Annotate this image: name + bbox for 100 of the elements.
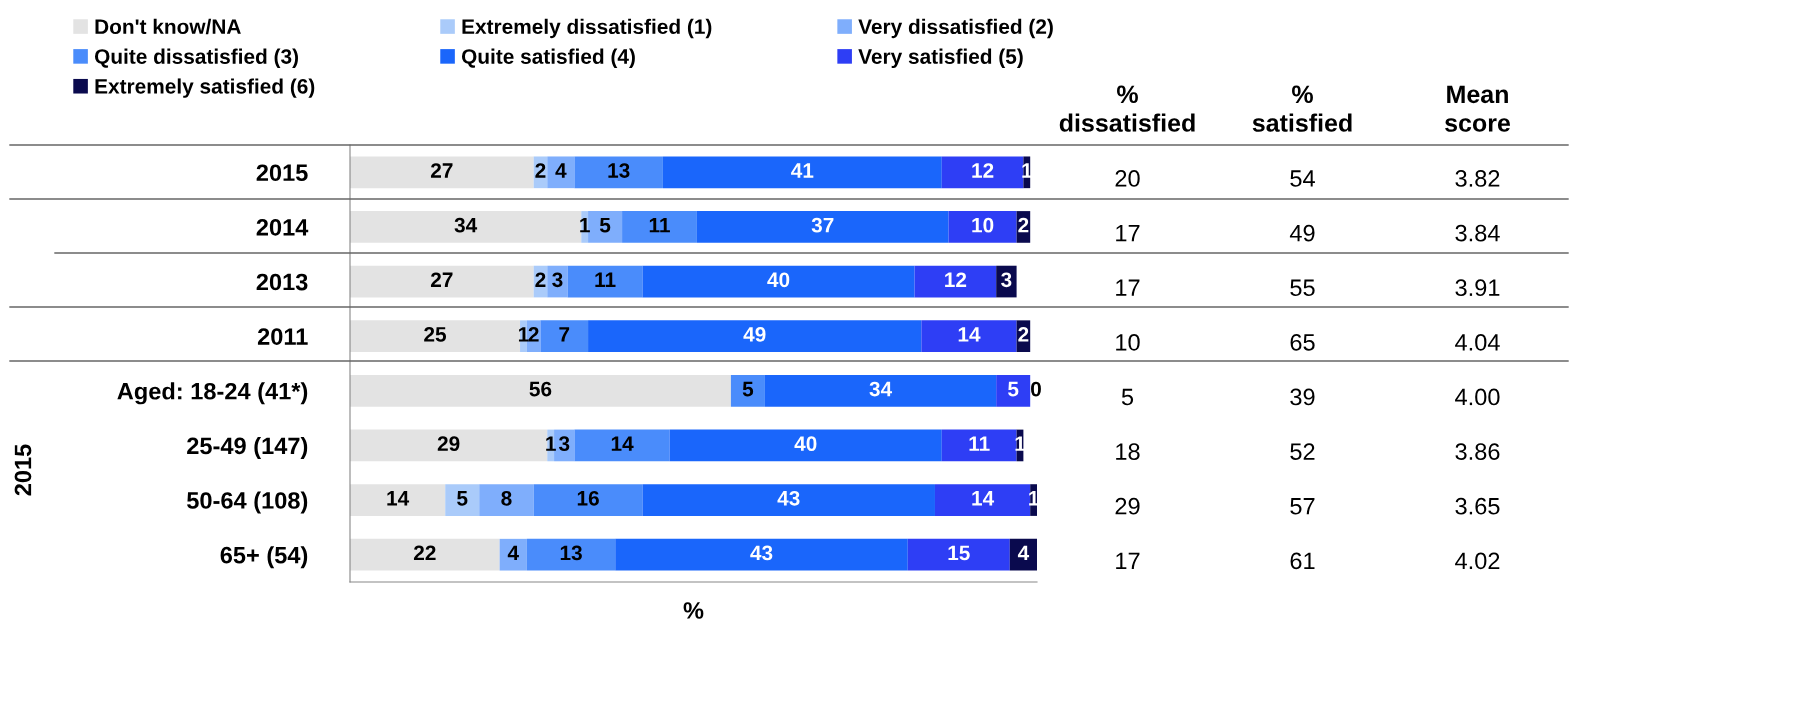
legend-label: Very satisfied (5) [858, 48, 1023, 69]
data-label: 27 [430, 272, 453, 287]
data-label: 56 [529, 381, 552, 397]
text: 61 [1290, 552, 1315, 570]
text: 57 [1290, 498, 1315, 515]
y-tick-label: Aged: 18-24 (41*) [117, 382, 308, 405]
legend-label: Quite dissatisfied (3) [94, 48, 298, 69]
bar [941, 429, 1017, 462]
data-label: 13 [608, 163, 630, 178]
data-label: 43 [750, 545, 773, 561]
legend-label: Extremely satisfied (6) [95, 78, 315, 98]
text: 55 [1290, 279, 1315, 297]
text: 49 [1289, 224, 1315, 242]
bar [730, 374, 765, 407]
x-axis-title: % [683, 602, 704, 619]
data-label: 12 [945, 272, 967, 287]
data-label: 34 [869, 381, 893, 397]
text: 10 [1116, 334, 1140, 351]
data-label: 2 [535, 163, 546, 178]
data-label: 2 [1018, 217, 1029, 233]
bar [350, 484, 446, 516]
bar [941, 156, 1024, 189]
bar [350, 429, 548, 462]
category-label: % dissatisfied [1059, 85, 1195, 132]
data-label: 11 [649, 217, 670, 233]
bar [540, 320, 589, 353]
y-tick-label: 2011 [257, 328, 308, 345]
bar [574, 429, 670, 462]
data-label: 14 [387, 491, 410, 506]
data-label: 12 [972, 163, 994, 178]
bar [914, 265, 997, 298]
bar [445, 484, 480, 516]
text: 54 [1290, 170, 1315, 187]
data-label: 5 [742, 381, 754, 397]
text: 2015 [14, 444, 32, 496]
text: 52 [1290, 443, 1315, 460]
bar [350, 211, 582, 243]
bar [642, 484, 935, 516]
bar [615, 538, 908, 571]
bar [934, 484, 1031, 516]
data-label: 7 [559, 327, 570, 342]
text: 17 [1116, 552, 1140, 569]
text: 3.91 [1455, 279, 1500, 297]
data-label: 1 [518, 327, 529, 342]
bar [350, 265, 534, 298]
y-tick-label: 2014 [256, 219, 309, 236]
bar [499, 538, 527, 571]
data-label: 27 [430, 163, 453, 178]
bar [533, 484, 643, 516]
bar [907, 538, 1010, 571]
text: 4.00 [1455, 388, 1500, 406]
data-label: 5 [1008, 381, 1019, 397]
data-label: 8 [501, 490, 512, 506]
y-tick-label: 2015 [256, 164, 308, 182]
legend-label: Quite satisfied (4) [461, 48, 635, 69]
text: 20 [1115, 170, 1140, 187]
y-tick-label: 65+ (54) [220, 546, 308, 569]
y-tick-label: 50-64 (108) [187, 491, 308, 514]
data-label: 14 [958, 327, 981, 342]
data-label: 13 [560, 545, 582, 561]
data-label: 11 [595, 272, 616, 287]
text: 3.86 [1455, 443, 1500, 460]
text: 5 [1121, 388, 1134, 406]
data-label: 4 [555, 163, 567, 178]
bar [669, 429, 942, 462]
data-label: 15 [948, 545, 970, 561]
category-label: % satisfied [1252, 85, 1352, 132]
data-label: 1 [580, 217, 590, 233]
text: 4.04 [1455, 334, 1500, 351]
data-label: 29 [437, 436, 460, 452]
data-label: 0 [1031, 381, 1041, 397]
data-label: 14 [611, 436, 634, 451]
text: 3.65 [1455, 497, 1500, 515]
data-label: 49 [743, 327, 766, 342]
data-label: 5 [457, 491, 468, 506]
bar [350, 320, 521, 353]
bar [622, 211, 697, 243]
bar [547, 156, 575, 189]
bar [526, 538, 616, 571]
text: 29 [1115, 497, 1140, 515]
data-label: 43 [777, 490, 800, 506]
text: 4.02 [1455, 552, 1500, 570]
data-label: 5 [599, 217, 611, 233]
y-tick-label: 2013 [256, 273, 308, 291]
bar [1009, 538, 1037, 571]
data-label: 11 [969, 436, 990, 451]
text: 39 [1290, 388, 1315, 406]
legend-label: Very dissatisfied (2) [858, 18, 1053, 39]
text: 3.82 [1455, 170, 1500, 187]
bar [764, 374, 997, 407]
bar [479, 484, 534, 516]
data-label: 40 [794, 436, 817, 452]
text: 3.84 [1455, 224, 1500, 242]
bar [588, 320, 922, 353]
data-label: 16 [577, 490, 599, 506]
bar [642, 265, 915, 298]
bar [350, 538, 500, 571]
bar [350, 156, 534, 189]
data-label: 40 [767, 272, 790, 288]
bar [921, 320, 1017, 353]
